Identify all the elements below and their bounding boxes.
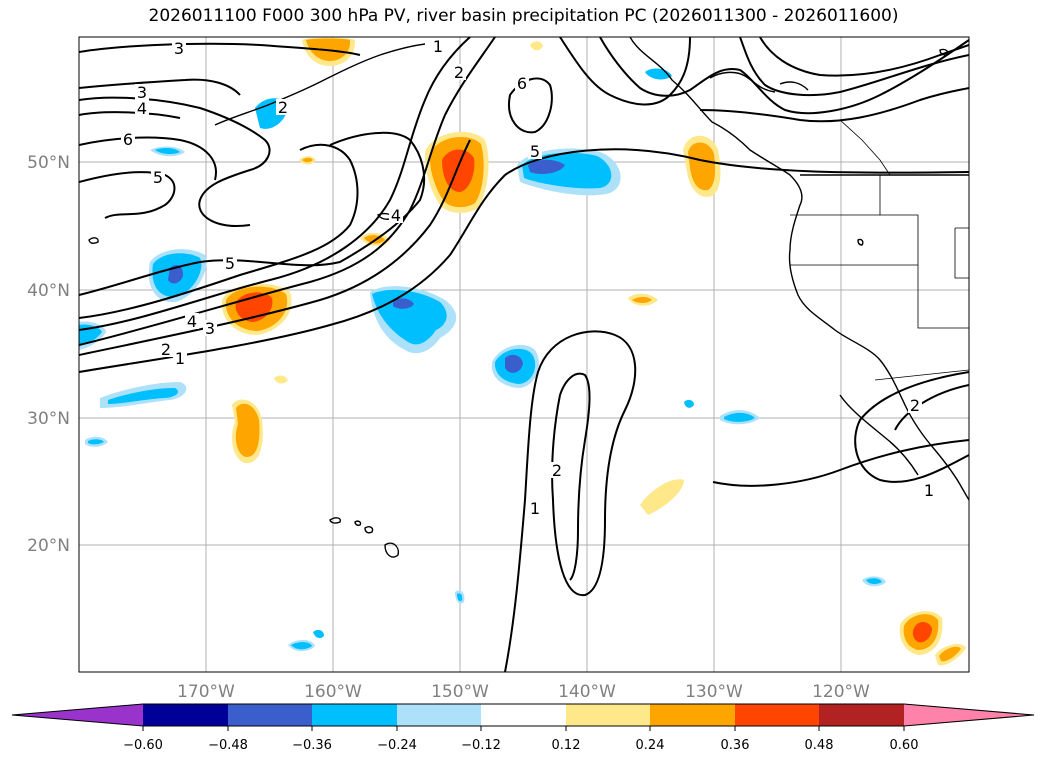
colorbar-tick-label: −0.24 — [377, 738, 417, 753]
map-title: 2026011100 F000 300 hPa PV, river basin … — [148, 6, 899, 26]
map-canvas — [79, 37, 969, 672]
political-borders — [790, 119, 969, 381]
lat-label: 50°N — [27, 153, 70, 173]
colorbar-tick-label: 0.60 — [890, 738, 919, 753]
contour-label: 4 — [187, 312, 197, 331]
lon-label: 130°W — [685, 682, 743, 702]
lat-label: 30°N — [27, 409, 70, 429]
colorbar-tick-label: 0.48 — [805, 738, 834, 753]
contour-label: 2 — [278, 98, 288, 117]
contour-label: 1 — [530, 499, 540, 518]
lon-label: 120°W — [812, 682, 870, 702]
colorbar-tick-label: −0.60 — [123, 738, 163, 753]
longitude-labels: 170°W 160°W 150°W 140°W 130°W 120°W — [177, 682, 870, 702]
lon-label: 160°W — [304, 682, 362, 702]
colorbar-tick-label: 0.24 — [636, 738, 665, 753]
contour-label: 2 — [910, 396, 920, 415]
lat-label: 20°N — [27, 536, 70, 556]
colorbar-segment — [481, 704, 566, 726]
precip-positive-coast — [683, 135, 721, 197]
precip-negative-small — [79, 68, 886, 652]
contour-label: 3 — [174, 39, 184, 58]
colorbar-segment — [735, 704, 819, 726]
contour-label: 1 — [175, 349, 185, 368]
colorbar-segment — [143, 704, 228, 726]
contour-label: 6 — [123, 130, 133, 149]
colorbar-segment — [397, 704, 481, 726]
colorbar-over-arrow — [904, 704, 1034, 726]
precip-negative-north-pacific — [517, 148, 621, 196]
pv-contour-labels: 3 3 4 6 5 5 4 3 2 1 1 2 6 5 4 2 2 1 2 — [121, 37, 936, 518]
colorbar-tick-label: −0.36 — [292, 738, 332, 753]
lon-label: 170°W — [177, 682, 235, 702]
precip-positive-north — [424, 131, 489, 213]
colorbar-segment — [312, 704, 397, 726]
colorbar-tick-label: 0.12 — [552, 738, 581, 753]
contour-label: 2 — [161, 340, 171, 359]
colorbar-ticks — [142, 726, 905, 731]
contour-label: 6 — [517, 74, 527, 93]
colorbar: −0.60 −0.48 −0.36 −0.24 −0.12 0.12 0.24 … — [11, 703, 1035, 753]
precip-negative-central — [370, 286, 457, 354]
precip-negative-subtropical — [491, 344, 539, 388]
contour-label: 2 — [552, 461, 562, 480]
colorbar-tick-label: −0.12 — [461, 738, 501, 753]
colorbar-segment — [566, 704, 650, 726]
latitude-labels: 50°N 40°N 30°N 20°N — [27, 153, 70, 556]
colorbar-segment — [228, 704, 312, 726]
pv-contours — [79, 37, 969, 672]
colorbar-under-arrow — [12, 704, 143, 726]
contour-label: 1 — [433, 37, 443, 56]
contour-label: 5 — [225, 254, 235, 273]
lon-label: 150°W — [431, 682, 489, 702]
contour-label: 4 — [137, 99, 147, 118]
contour-label: 4 — [391, 206, 401, 225]
lon-label: 140°W — [558, 682, 616, 702]
colorbar-segment — [650, 704, 735, 726]
colorbar-tick-label: 0.36 — [721, 738, 750, 753]
contour-label: 1 — [924, 481, 934, 500]
coastlines — [88, 37, 969, 558]
colorbar-segment — [819, 704, 904, 726]
contour-label: 3 — [205, 319, 215, 338]
contour-label: 3 — [137, 83, 147, 102]
contour-label: 5 — [153, 168, 163, 187]
map-frame — [78, 36, 970, 673]
contour-label: 5 — [530, 142, 540, 161]
colorbar-tick-label: −0.48 — [208, 738, 248, 753]
contour-label: 2 — [454, 63, 464, 82]
lat-label: 40°N — [27, 281, 70, 301]
